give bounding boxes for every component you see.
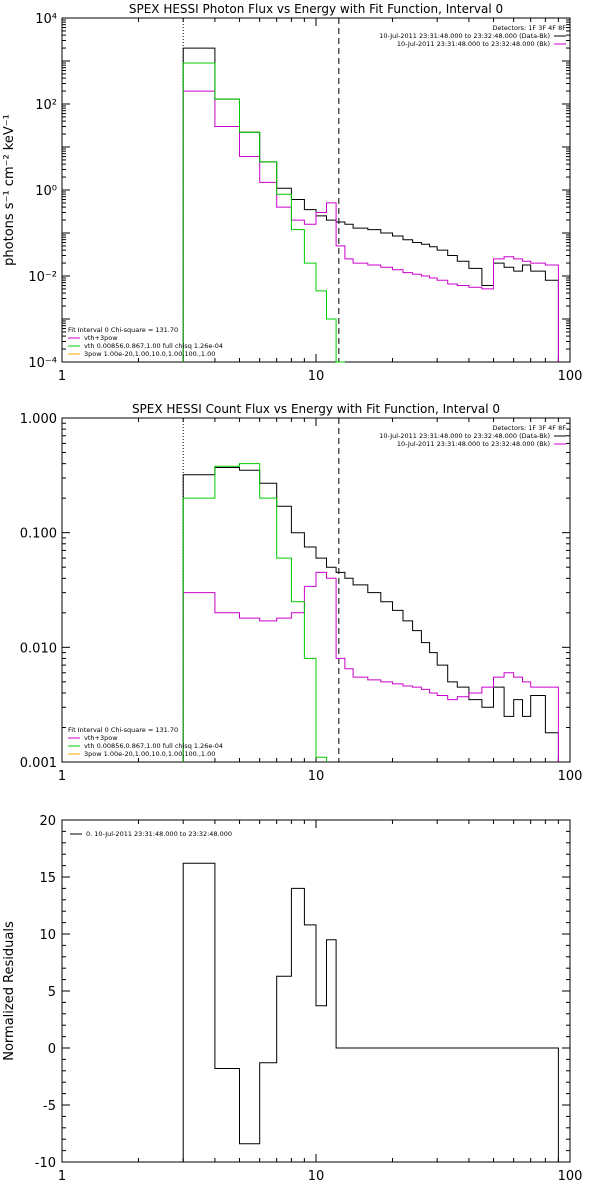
chart-title: SPEX HESSI Count Flux vs Energy with Fit… bbox=[132, 402, 500, 416]
x-axis: 1 10 100 bbox=[58, 18, 583, 384]
y-axis-label: photons s⁻¹ cm⁻² keV⁻¹ bbox=[2, 114, 17, 266]
legend-bottom-left: Fit Interval 0 Chi-square = 131.70vth+3p… bbox=[68, 326, 223, 358]
series-0-histogram bbox=[182, 862, 559, 1162]
y-tick-label: -10 bbox=[35, 1156, 56, 1171]
legend-header: Detectors: 1F 3F 4F 8F bbox=[492, 424, 566, 432]
y-tick-label: 20 bbox=[39, 814, 56, 829]
legend-entry-label: 10-Jul-2011 23:31:48.000 to 23:32:48.000… bbox=[379, 432, 550, 440]
series-2-histogram bbox=[182, 62, 345, 363]
legend-entry-label: vth+3pow bbox=[84, 334, 118, 342]
y-axis: 10⁴ 10² 10⁰ 10⁻² 10⁻⁴ bbox=[28, 12, 570, 371]
series-0-histogram bbox=[182, 467, 559, 762]
y-tick-label: 10² bbox=[35, 98, 57, 113]
y-tick-label: 0.001 bbox=[20, 756, 57, 771]
y-tick-label: 0.100 bbox=[20, 527, 57, 542]
y-tick-label: 5 bbox=[48, 985, 56, 1000]
y-tick-label: 0 bbox=[48, 1042, 56, 1057]
y-tick-label: 10 bbox=[39, 928, 56, 943]
legend-entry-label: 10-Jul-2011 23:31:48.000 to 23:32:48.000… bbox=[379, 32, 550, 40]
y-tick-label: 10⁻⁴ bbox=[28, 356, 57, 371]
x-tick-label: 100 bbox=[558, 769, 583, 784]
chart-panel-1: SPEX HESSI Count Flux vs Energy with Fit… bbox=[20, 402, 583, 784]
x-tick-label: 1 bbox=[58, 1169, 66, 1184]
x-tick-label: 100 bbox=[558, 369, 583, 384]
chart-panel-0: SPEX HESSI Photon Flux vs Energy with Fi… bbox=[2, 2, 582, 384]
legend-entry-label: vth 0.00856,0.867,1.00 full chisq 1.26e-… bbox=[84, 342, 223, 350]
series-1-histogram bbox=[182, 571, 559, 762]
y-tick-label: 15 bbox=[39, 871, 56, 886]
chart-panel-2: 1 10 100 20 15 10 5 0 -5 -10 Normalized Residuals 0… bbox=[2, 814, 582, 1184]
legend-entry-label: 10-Jul-2011 23:31:48.000 to 23:32:48.000… bbox=[397, 40, 550, 48]
legend-entry-label: 10-Jul-2011 23:31:48.000 to 23:32:48.000… bbox=[397, 440, 550, 448]
x-tick-label: 1 bbox=[58, 369, 66, 384]
legend-entry-label: vth+3pow bbox=[84, 734, 118, 742]
legend-bottom-left: Fit Interval 0 Chi-square = 131.70vth+3p… bbox=[68, 726, 223, 758]
legend-entry-label: 3pow 1.00e-20,1.00,10.0,1.00,100.,1.00 bbox=[84, 750, 215, 758]
x-tick-label: 1 bbox=[58, 769, 66, 784]
legend-entry-label: 3pow 1.00e-20,1.00,10.0,1.00,100.,1.00 bbox=[84, 350, 215, 358]
legend-header: Detectors: 1F 3F 4F 8F bbox=[492, 24, 566, 32]
y-tick-label: 0.010 bbox=[20, 641, 57, 656]
x-tick-label: 10 bbox=[308, 769, 325, 784]
x-tick-label: 10 bbox=[308, 369, 325, 384]
y-axis-label: Normalized Residuals bbox=[2, 921, 17, 1061]
y-tick-label: 10⁻² bbox=[28, 270, 57, 285]
y-tick-label: -5 bbox=[43, 1099, 56, 1114]
legend-entry-label: vth 0.00856,0.867,1.00 full chisq 1.26e-… bbox=[84, 742, 223, 750]
legend-top-left: 0. 10-Jul-2011 23:31:48.000 to 23:32:48.… bbox=[70, 830, 232, 838]
x-tick-label: 100 bbox=[558, 1169, 583, 1184]
legend-header: Fit Interval 0 Chi-square = 131.70 bbox=[68, 326, 178, 334]
y-tick-label: 1.000 bbox=[20, 412, 57, 427]
series-0-histogram bbox=[182, 47, 559, 362]
y-axis: 1.000 0.100 0.010 0.001 bbox=[20, 412, 570, 771]
x-axis: 1 10 100 bbox=[58, 820, 583, 1184]
plot-frame bbox=[61, 17, 571, 363]
chart-title: SPEX HESSI Photon Flux vs Energy with Fi… bbox=[129, 2, 503, 16]
legend-header: Fit Interval 0 Chi-square = 131.70 bbox=[68, 726, 178, 734]
x-tick-label: 10 bbox=[308, 1169, 325, 1184]
y-tick-label: 10⁴ bbox=[35, 12, 57, 27]
series-2-histogram bbox=[182, 463, 327, 762]
chart-panels: SPEX HESSI Photon Flux vs Energy with Fi… bbox=[2, 2, 582, 1184]
legend-entry-label: 0. 10-Jul-2011 23:31:48.000 to 23:32:48.… bbox=[86, 830, 232, 838]
y-axis: 20 15 10 5 0 -5 -10 bbox=[35, 814, 570, 1171]
y-tick-label: 10⁰ bbox=[35, 184, 57, 199]
